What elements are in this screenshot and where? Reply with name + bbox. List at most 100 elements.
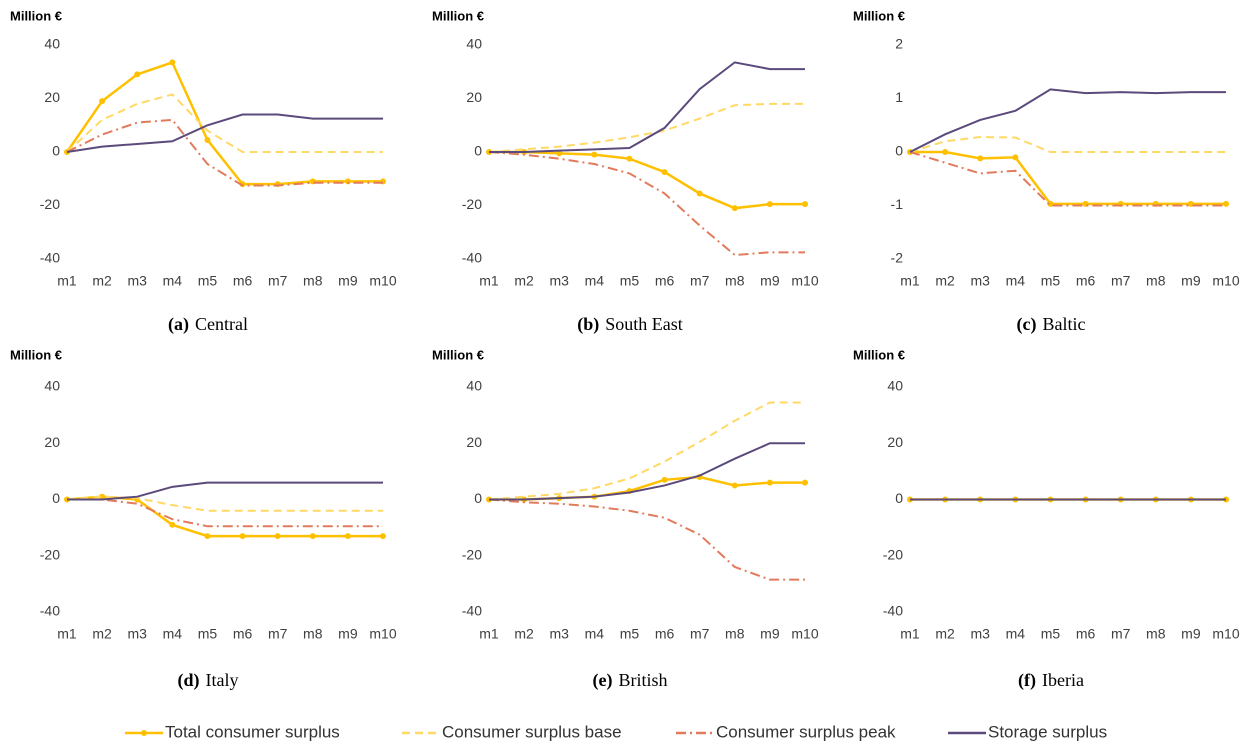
x-tick-label: m8: [725, 626, 745, 642]
x-tick-label: m6: [1076, 273, 1096, 289]
point: [661, 476, 668, 483]
x-tick-label: m2: [935, 273, 955, 289]
point: [204, 533, 211, 540]
y-tick-label: -20: [462, 546, 482, 562]
y-axis-label: Million €: [853, 8, 905, 23]
y-axis-label: Million €: [853, 347, 905, 362]
y-tick-label: 0: [52, 490, 60, 506]
x-tick-label: m7: [690, 626, 710, 642]
y-tick-label: 20: [44, 434, 60, 450]
y-tick-label: 20: [466, 89, 482, 105]
x-tick-label: m6: [1076, 626, 1096, 642]
x-tick-label: m7: [1111, 273, 1131, 289]
x-tick-label: m4: [585, 626, 605, 642]
x-tick-label: m8: [303, 273, 323, 289]
series-line: [488, 498, 805, 581]
point: [204, 136, 211, 143]
caption-text: Baltic: [1042, 314, 1085, 334]
caption: (b) South East: [577, 314, 683, 335]
y-tick-label: -2: [891, 250, 904, 266]
caption-label: (e): [593, 670, 613, 691]
y-tick-label: 40: [44, 378, 60, 394]
y-tick-label: 0: [474, 490, 482, 506]
point: [309, 533, 316, 540]
x-tick-label: m4: [1006, 626, 1026, 642]
x-tick-label: m3: [549, 273, 569, 289]
point: [766, 201, 773, 208]
x-tick-label: m8: [725, 273, 745, 289]
y-axis-label: Million €: [432, 8, 484, 23]
point: [169, 59, 176, 66]
y-tick-label: 40: [44, 36, 60, 52]
series-line: [66, 495, 383, 538]
point: [344, 533, 351, 540]
x-tick-label: m6: [655, 626, 675, 642]
point: [661, 169, 668, 176]
caption-label: (b): [577, 314, 599, 335]
series-line: [67, 498, 383, 528]
x-tick-label: m2: [514, 273, 534, 289]
series-line: [909, 88, 1226, 153]
caption-label: (d): [178, 670, 200, 691]
series-line: [909, 136, 1226, 153]
series-line: [909, 151, 1226, 207]
caption-label: (a): [168, 314, 189, 335]
x-tick-label: m3: [970, 626, 990, 642]
x-tick-label: m10: [791, 273, 818, 289]
series-line: [65, 60, 383, 186]
x-tick-label: m5: [620, 626, 640, 642]
x-tick-label: m7: [268, 273, 288, 289]
x-tick-label: m4: [1006, 273, 1026, 289]
point: [380, 533, 386, 540]
x-tick-label: m6: [655, 273, 675, 289]
series-line: [489, 150, 805, 210]
y-tick-label: 0: [474, 143, 482, 159]
series-line: [488, 151, 805, 257]
caption-label: (c): [1017, 314, 1037, 335]
x-tick-label: m3: [549, 626, 569, 642]
caption: (d) Italy: [178, 670, 239, 691]
y-axis-label: Million €: [10, 8, 62, 23]
series-line: [66, 113, 383, 153]
legend-label: Total consumer surplus: [165, 722, 340, 741]
caption: (c) Baltic: [1017, 314, 1086, 335]
point: [802, 201, 808, 208]
point: [99, 98, 106, 105]
caption: (a) Central: [168, 314, 248, 335]
series-line: [66, 118, 383, 187]
y-tick-label: 40: [887, 378, 903, 394]
series-line: [488, 102, 805, 153]
point: [766, 479, 773, 486]
x-tick-label: m6: [233, 273, 253, 289]
x-tick-label: m5: [198, 626, 218, 642]
x-tick-label: m3: [127, 626, 147, 642]
x-tick-label: m1: [57, 273, 77, 289]
x-tick-label: m2: [514, 626, 534, 642]
x-tick-label: m4: [163, 273, 183, 289]
x-tick-label: m9: [760, 273, 780, 289]
x-tick-label: m3: [127, 273, 147, 289]
caption-text: Italy: [206, 670, 239, 690]
x-tick-label: m2: [92, 273, 112, 289]
y-tick-label: -40: [883, 603, 903, 619]
x-tick-label: m4: [585, 273, 605, 289]
point: [99, 493, 106, 500]
y-tick-label: 40: [466, 36, 482, 52]
x-tick-label: m10: [1212, 273, 1239, 289]
y-tick-label: 2: [895, 36, 903, 52]
y-tick-label: 40: [466, 378, 482, 394]
caption: (f) Iberia: [1018, 670, 1084, 691]
x-tick-label: m10: [369, 273, 396, 289]
x-tick-label: m5: [1041, 626, 1061, 642]
x-tick-label: m10: [791, 626, 818, 642]
caption-text: Iberia: [1042, 670, 1084, 690]
y-tick-label: 0: [52, 143, 60, 159]
caption-text: Central: [195, 314, 248, 334]
series-line: [67, 481, 383, 501]
x-tick-label: m9: [1181, 273, 1201, 289]
x-tick-label: m4: [163, 626, 183, 642]
y-tick-label: 20: [466, 434, 482, 450]
point: [626, 155, 633, 162]
x-tick-label: m10: [1212, 626, 1239, 642]
